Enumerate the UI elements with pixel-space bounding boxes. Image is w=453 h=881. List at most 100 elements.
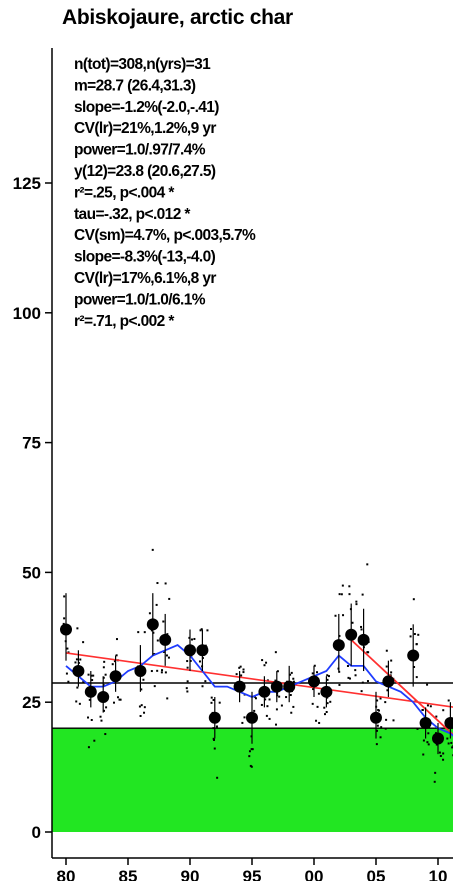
annual-mean-point (84, 685, 97, 698)
raw-point (313, 664, 316, 667)
annual-mean-point (419, 716, 432, 729)
raw-point (166, 697, 169, 700)
raw-point (355, 603, 358, 606)
raw-point (385, 649, 388, 652)
raw-point (376, 699, 379, 702)
raw-point (150, 670, 153, 673)
raw-point (351, 621, 354, 624)
raw-point (76, 627, 79, 630)
stats-line: n(tot)=308,n(yrs)=31 (74, 56, 211, 73)
raw-point (139, 714, 142, 717)
raw-point (243, 716, 246, 719)
stats-line: power=1.0/1.0/6.1% (74, 291, 206, 308)
raw-point (268, 698, 271, 701)
raw-point (238, 666, 241, 669)
raw-point (334, 614, 337, 617)
raw-point (342, 614, 345, 617)
raw-point (340, 593, 343, 596)
raw-point (153, 685, 156, 688)
raw-point (251, 748, 254, 751)
y-tick-label: 50 (22, 563, 41, 582)
raw-point (162, 650, 165, 653)
raw-point (338, 683, 341, 686)
x-tick-label: 00 (305, 867, 324, 881)
stats-line: r²=.71, p<.002 * (74, 313, 175, 330)
raw-point (417, 633, 420, 636)
raw-point (392, 719, 395, 722)
annual-means-layer (60, 593, 453, 755)
raw-point (82, 641, 85, 644)
raw-point (156, 582, 159, 585)
raw-point (137, 631, 140, 634)
fill-layer (52, 728, 453, 832)
raw-point (361, 593, 364, 596)
raw-point (317, 692, 320, 695)
annual-mean-point (432, 732, 444, 745)
raw-point (164, 582, 167, 585)
raw-point (155, 603, 158, 606)
raw-point (199, 629, 202, 632)
annual-mean-point (382, 675, 395, 688)
raw-point (446, 737, 449, 740)
raw-point (376, 729, 379, 732)
raw-point (165, 654, 168, 657)
raw-point (379, 697, 382, 700)
raw-point (347, 676, 350, 679)
raw-point (260, 703, 263, 706)
raw-point (87, 673, 90, 676)
raw-point (241, 721, 244, 724)
raw-point (366, 563, 369, 566)
annual-mean-point (208, 711, 221, 724)
raw-point (100, 719, 103, 722)
raw-point (318, 721, 321, 724)
raw-point (275, 708, 278, 711)
annual-mean-point (258, 685, 271, 698)
stats-line: power=1.0/.97/7.4% (74, 142, 206, 159)
raw-point (416, 727, 419, 730)
raw-point (82, 680, 85, 683)
raw-point (201, 685, 204, 688)
x-tick-label: 85 (119, 867, 138, 881)
raw-point (215, 725, 218, 728)
raw-point (426, 704, 429, 707)
annual-mean-point (146, 618, 159, 631)
raw-point (253, 695, 256, 698)
raw-point (415, 676, 418, 679)
raw-point (63, 617, 66, 620)
raw-point (360, 625, 363, 628)
raw-point (390, 671, 393, 674)
stats-line: m=28.7 (26.4,31.3) (74, 77, 196, 94)
green-area (52, 728, 453, 832)
raw-point (429, 705, 432, 708)
annual-mean-point (283, 680, 296, 693)
raw-point (360, 628, 363, 631)
raw-point (66, 647, 69, 650)
raw-point (421, 709, 424, 712)
raw-point (316, 705, 319, 708)
annual-mean-point (72, 665, 85, 678)
raw-point (266, 705, 269, 708)
raw-point (311, 672, 314, 675)
annual-mean-point (332, 639, 345, 652)
raw-point (346, 664, 349, 667)
annual-mean-point (444, 716, 453, 729)
trend-line-recent (350, 639, 453, 736)
raw-point (186, 680, 189, 683)
raw-point (263, 664, 266, 667)
raw-point (213, 738, 216, 741)
raw-point (87, 746, 90, 749)
raw-point (143, 631, 146, 634)
raw-point (315, 719, 318, 722)
annual-mean-point (270, 680, 283, 693)
raw-point (384, 701, 387, 704)
stats-line: CV(lr)=21%,1.2%,9 yr (74, 120, 216, 137)
x-tick-label: 80 (57, 867, 76, 881)
raw-point (216, 776, 219, 779)
raw-point (442, 758, 445, 761)
raw-point (326, 702, 329, 705)
annual-mean-point (246, 711, 258, 724)
y-tick-label: 75 (22, 434, 41, 453)
stats-line: r²=.25, p<.004 * (74, 184, 175, 201)
stats-text-layer: n(tot)=308,n(yrs)=31 m=28.7 (26.4,31.3) sl… (74, 56, 257, 330)
stats-line: tau=-.32, p<.012 * (74, 206, 191, 223)
